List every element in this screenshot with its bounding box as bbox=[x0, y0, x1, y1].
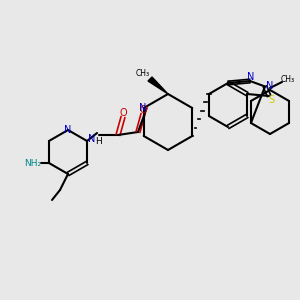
Text: CH₃: CH₃ bbox=[136, 70, 150, 79]
Text: H: H bbox=[95, 136, 101, 146]
Text: O: O bbox=[119, 108, 127, 118]
Text: O: O bbox=[139, 105, 147, 115]
Text: NH₂: NH₂ bbox=[24, 158, 41, 167]
Text: N: N bbox=[247, 72, 255, 82]
Text: N: N bbox=[266, 81, 274, 91]
Text: N: N bbox=[139, 103, 146, 113]
Polygon shape bbox=[148, 77, 168, 94]
Text: N: N bbox=[88, 134, 96, 144]
Text: CH₃: CH₃ bbox=[281, 76, 295, 85]
Text: N: N bbox=[64, 125, 72, 135]
Text: S: S bbox=[268, 95, 274, 105]
